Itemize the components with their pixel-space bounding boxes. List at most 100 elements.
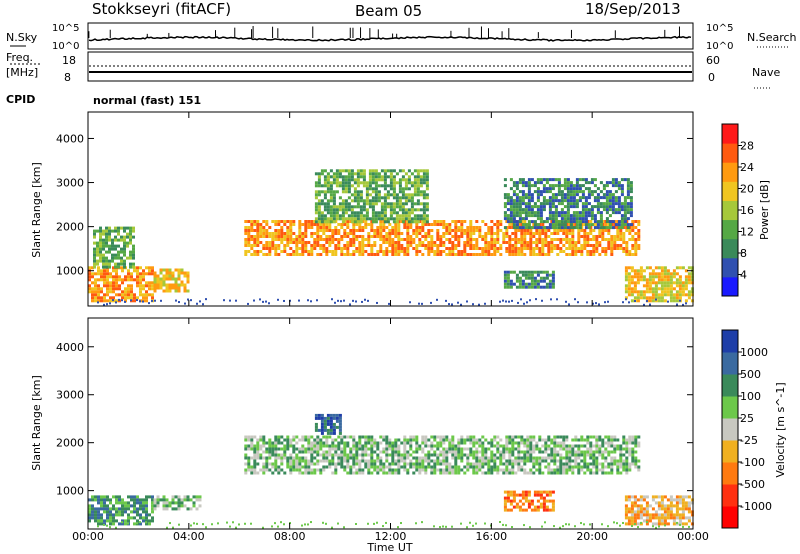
data-cell: [413, 181, 417, 185]
data-cell: [171, 286, 175, 290]
data-cell: [512, 226, 516, 230]
data-cell: [512, 496, 516, 500]
data-cell: [274, 444, 278, 448]
data-cell: [415, 435, 419, 439]
data-cell: [91, 281, 94, 285]
data-cell: [634, 244, 638, 247]
data-cell: [106, 519, 109, 523]
data-cell: [422, 169, 426, 173]
data-cell: [286, 238, 290, 241]
data-cell: [454, 459, 458, 463]
data-cell: [295, 253, 299, 256]
data-cell: [527, 223, 531, 227]
data-cell: [545, 282, 549, 286]
data-cell: [637, 247, 641, 250]
data-cell: [355, 223, 359, 226]
data-cell: [289, 223, 293, 226]
data-cell: [91, 287, 94, 291]
data-cell: [262, 235, 266, 238]
data-cell: [341, 178, 345, 182]
data-cell: [304, 459, 308, 463]
data-cell: [156, 501, 160, 505]
data-cell: [559, 247, 563, 250]
data-cell: [499, 300, 501, 303]
data-cell: [506, 193, 510, 197]
data-cell: [565, 459, 569, 463]
data-cell: [514, 462, 518, 466]
data-cell: [385, 232, 389, 235]
data-cell: [539, 502, 543, 506]
data-cell: [607, 441, 611, 445]
data-cell: [439, 238, 443, 241]
data-cell: [413, 175, 417, 179]
data-cell: [490, 226, 494, 229]
data-cell: [436, 235, 440, 238]
data-cell: [153, 504, 157, 508]
data-cell: [130, 284, 133, 288]
data-cell: [331, 459, 335, 463]
data-cell: [457, 465, 461, 469]
data-cell: [511, 450, 515, 454]
data-cell: [517, 301, 519, 304]
data-cell: [398, 184, 402, 188]
data-cell: [571, 244, 575, 247]
data-cell: [569, 199, 573, 203]
data-cell: [548, 211, 552, 215]
data-cell: [277, 253, 281, 256]
data-cell: [629, 196, 633, 200]
data-cell: [589, 253, 593, 256]
data-cell: [356, 178, 360, 182]
data-cell: [326, 220, 330, 224]
data-cell: [156, 495, 160, 499]
data-cell: [328, 235, 332, 238]
data-cell: [129, 226, 132, 230]
data-cell: [177, 268, 181, 272]
data-cell: [586, 253, 590, 256]
data-cell: [589, 453, 593, 457]
data-cell: [371, 178, 375, 182]
data-cell: [130, 516, 133, 520]
data-cell: [409, 223, 413, 226]
data-cell: [547, 456, 551, 460]
data-cell: [317, 199, 321, 203]
data-cell: [168, 271, 172, 275]
data-cell: [536, 279, 540, 283]
data-cell: [445, 450, 449, 454]
data-cell: [337, 223, 341, 226]
data-cell: [409, 235, 413, 238]
data-cell: [307, 459, 311, 463]
data-cell: [379, 450, 383, 454]
data-cell: [620, 178, 624, 182]
data-cell: [425, 178, 429, 182]
data-cell: [391, 444, 395, 448]
data-cell: [343, 450, 347, 454]
data-cell: [289, 253, 293, 256]
data-cell: [593, 205, 597, 209]
data-cell: [398, 190, 402, 194]
data-cell: [551, 273, 555, 277]
data-cell: [211, 523, 213, 526]
data-cell: [566, 217, 570, 221]
data-cell: [610, 238, 614, 241]
data-cell: [648, 266, 652, 270]
data-cell: [379, 441, 383, 445]
data-cell: [598, 253, 602, 256]
data-cell: [631, 447, 635, 451]
data-cell: [613, 247, 617, 250]
data-cell: [633, 281, 637, 285]
data-cell: [527, 273, 531, 277]
data-cell: [391, 253, 395, 256]
data-cell: [574, 444, 578, 448]
data-cell: [162, 498, 166, 502]
data-cell: [112, 290, 115, 294]
data-cell: [524, 205, 528, 209]
data-cell: [325, 229, 329, 232]
data-cell: [388, 465, 392, 469]
data-cell: [108, 262, 111, 266]
data-cell: [563, 223, 567, 227]
data-cell: [451, 453, 455, 457]
data-cell: [112, 266, 115, 270]
data-cell: [133, 293, 136, 297]
data-cell: [283, 471, 287, 475]
data-cell: [572, 211, 576, 215]
